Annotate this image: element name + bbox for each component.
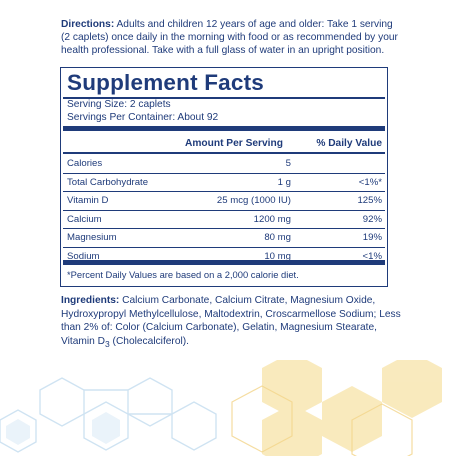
nutrient-daily-value: 125% [357,195,382,206]
nutrient-amount: 25 mcg (1000 IU) [216,195,291,206]
footnote: *Percent Daily Values are based on a 2,0… [67,269,299,280]
hexagon-background-decoration [0,360,442,456]
nutrient-daily-value: <1%* [358,176,382,188]
nutrient-daily-value: 92% [362,213,382,225]
directions-text: Adults and children 12 years of age and … [61,19,398,57]
nutrient-amount: 80 mg [264,232,291,243]
ingredients-paragraph: Ingredients: Calcium Carbonate, Calcium … [61,294,401,351]
header-rule [63,152,385,154]
ingredients-text-end: (Cholecalciferol). [109,335,189,347]
footer-rule [63,260,385,265]
nutrient-daily-value: 19% [362,232,382,243]
vitamin-d-subscript: 3 [104,338,110,349]
nutrient-rows: Calories 5 Total Carbohydrate 1 g <1%* V… [63,155,385,265]
title-rule [63,97,385,99]
nutrient-amount: 1200 mg [253,213,291,225]
nutrient-amount: 1 g [277,176,291,188]
nutrient-name: Vitamin D [67,195,109,206]
table-row: Calcium 1200 mg 92% [63,211,385,229]
ingredients-label: Ingredients: [61,295,120,306]
servings-per-container: Servings Per Container: About 92 [67,112,219,123]
directions-paragraph: Directions: Adults and children 12 years… [61,18,399,58]
nutrient-name: Sodium [67,250,100,262]
header-daily-value: % Daily Value [316,138,382,149]
header-amount: Amount Per Serving [185,138,283,149]
nutrient-amount: 5 [285,158,291,169]
table-row: Total Carbohydrate 1 g <1%* [63,174,385,192]
nutrient-name: Magnesium [67,232,117,243]
table-row: Sodium 10 mg <1% [63,248,385,266]
table-row: Calories 5 [63,155,385,174]
ingredients-text: Calcium Carbonate, Calcium Citrate, Magn… [61,295,401,347]
table-row: Vitamin D 25 mcg (1000 IU) 125% [63,192,385,211]
serving-rule [63,126,385,131]
table-row: Magnesium 80 mg 19% [63,229,385,248]
directions-label: Directions: [61,19,115,30]
nutrient-name: Calcium [67,213,102,225]
nutrient-daily-value: <1% [362,250,382,262]
facts-title: Supplement Facts [67,70,264,95]
supplement-facts-panel: Supplement Facts Serving Size: 2 caplets… [60,67,388,287]
nutrient-name: Total Carbohydrate [67,176,149,188]
nutrient-amount: 10 mg [264,250,291,262]
serving-size: Serving Size: 2 caplets [67,99,171,110]
nutrient-name: Calories [67,158,103,169]
